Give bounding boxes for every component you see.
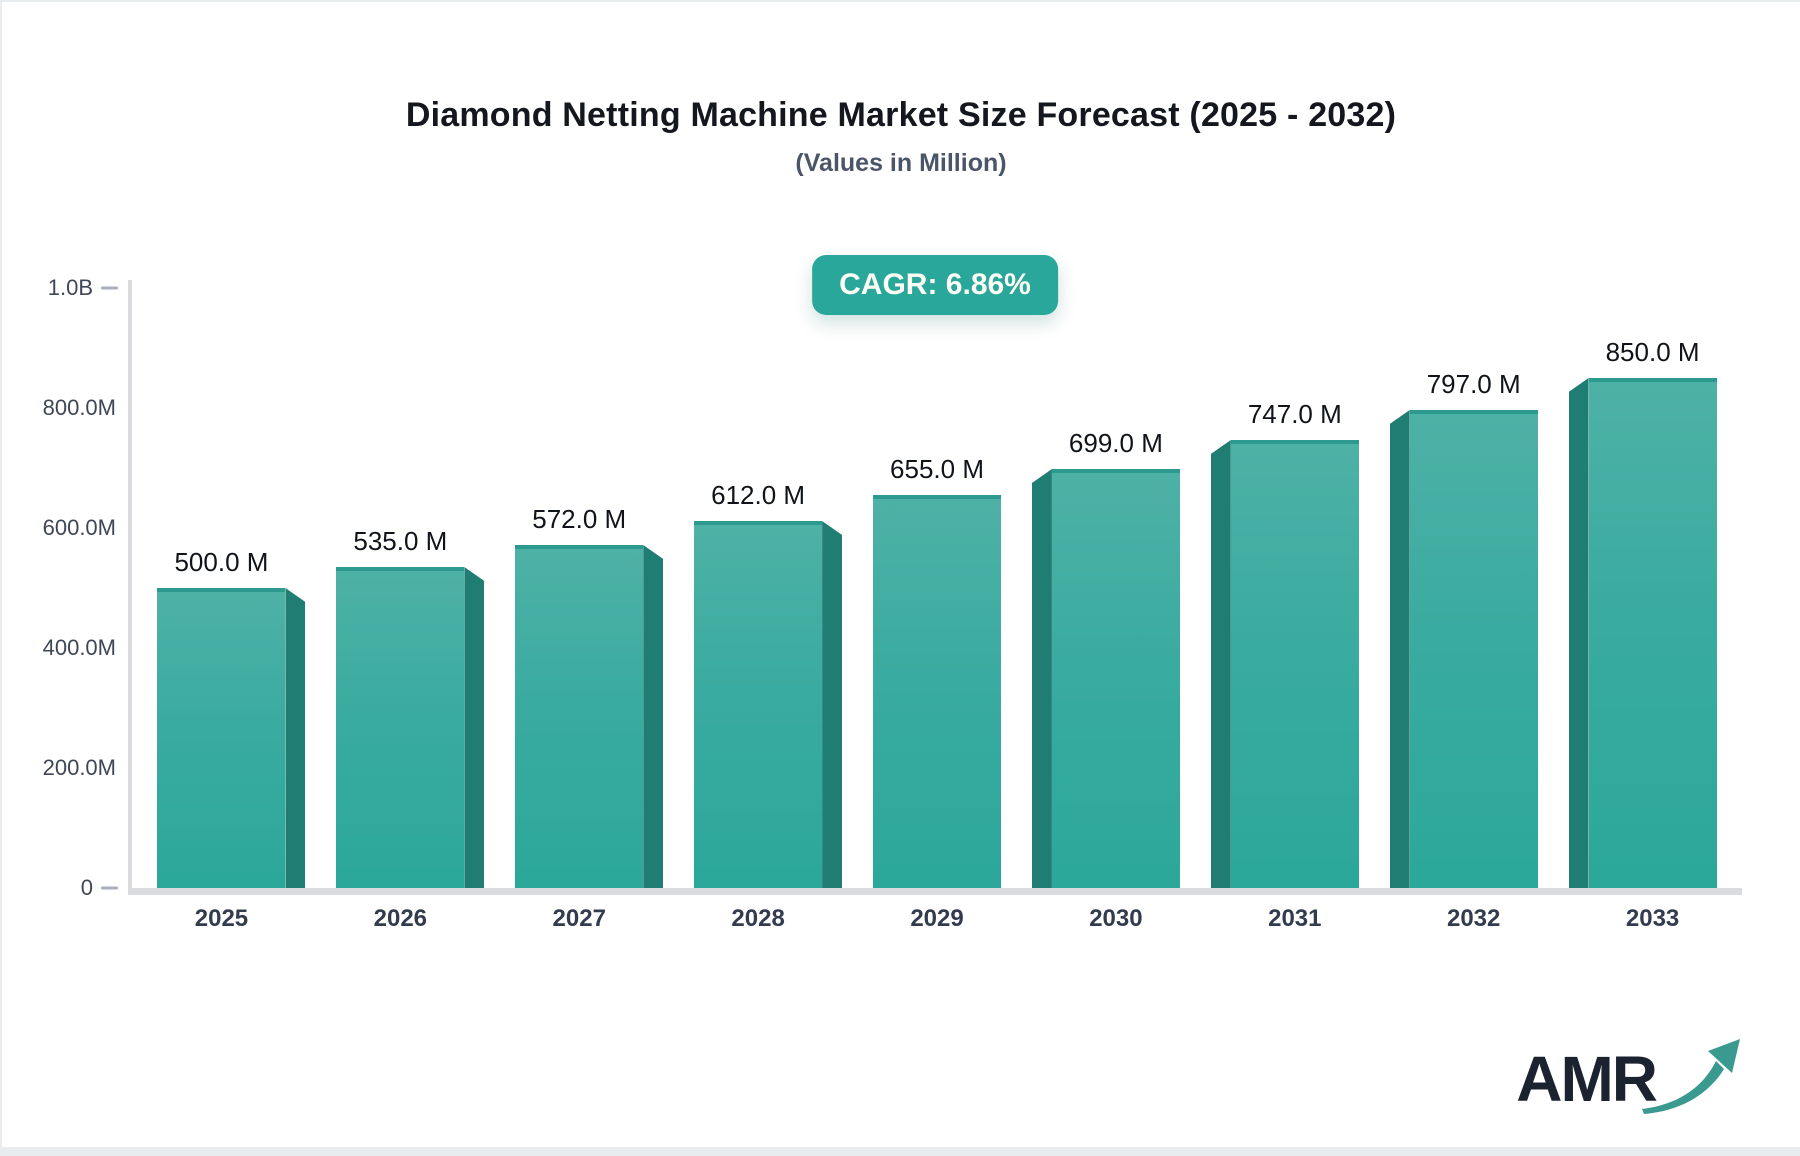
value-label-2029: 655.0 M (890, 454, 984, 484)
bar-side-panel (822, 521, 843, 888)
amr-logo-text: AMR (1516, 1043, 1658, 1115)
bar-slot-2030: 699.0 M 2030 (1026, 288, 1205, 932)
bar-2032[interactable] (1409, 410, 1538, 888)
page-title: Diamond Netting Machine Market Size Fore… (405, 96, 1397, 134)
bar-side-panel (285, 588, 306, 888)
x-tick-label-2026: 2026 (373, 905, 428, 932)
page-subtitle: (Values in Million) (795, 149, 1007, 177)
value-label-2032: 797.0 M (1426, 369, 1521, 399)
x-tick-label-2030: 2030 (1089, 905, 1143, 932)
bar-2026[interactable] (336, 567, 465, 888)
x-tick-label-2025: 2025 (194, 905, 249, 932)
bar-slot-2027: 572.0 M 2027 (490, 288, 669, 932)
bar-side-panel (643, 545, 664, 888)
value-label-2031: 747.0 M (1247, 399, 1342, 429)
x-tick-label-2027: 2027 (552, 905, 606, 932)
cagr-badge: CAGR: 6.86% (812, 255, 1058, 315)
bar-2027[interactable] (515, 545, 644, 888)
bar-slot-2026: 535.0 M 2026 (311, 288, 490, 932)
y-tick-dash (101, 886, 118, 890)
x-axis-line (128, 888, 1742, 895)
bar-slot-2028: 612.0 M 2028 (669, 288, 848, 932)
y-tick-label-200.0M: 200.0M (42, 755, 116, 780)
bar-slot-2033: 850.0 M 2033 (1563, 288, 1742, 932)
value-label-2025: 500.0 M (174, 547, 269, 577)
y-axis-line (128, 280, 132, 890)
bar-slot-2025: 500.0 M 2025 (132, 288, 311, 932)
bar-2033[interactable] (1588, 378, 1717, 888)
y-tick-label-800.0M: 800.0M (42, 395, 116, 420)
y-tick-label-0: 0 (80, 875, 93, 900)
bar-2028[interactable] (694, 521, 823, 888)
value-label-2026: 535.0 M (353, 526, 448, 556)
value-label-2028: 612.0 M (711, 480, 806, 510)
bar-slot-2032: 797.0 M 2032 (1384, 288, 1563, 932)
value-label-2027: 572.0 M (532, 504, 627, 534)
bar-2025[interactable] (157, 588, 286, 888)
growth-arrow-icon (1642, 1039, 1740, 1114)
value-label-2033: 850.0 M (1605, 337, 1700, 367)
y-tick-label-1.0B: 1.0B (47, 275, 93, 300)
bar-chart: 500.0 M 2025 535.0 M 2026 572.0 M 2027 612.0 M… (43, 275, 1742, 932)
x-tick-label-2031: 2031 (1268, 905, 1322, 932)
x-tick-label-2032: 2032 (1446, 905, 1501, 932)
bar-side-panel (1031, 469, 1052, 888)
bar-side-panel (1210, 440, 1231, 888)
bar-side-panel (464, 567, 485, 888)
bar-2030[interactable] (1051, 469, 1180, 888)
y-tick-dash (101, 286, 118, 290)
bar-side-panel (1389, 410, 1410, 888)
bar-side-panel (1568, 378, 1589, 888)
x-tick-label-2028: 2028 (731, 905, 785, 932)
x-tick-label-2029: 2029 (910, 905, 964, 932)
bar-slots: 500.0 M 2025 535.0 M 2026 572.0 M 2027 612.0 M… (132, 288, 1742, 932)
value-label-2030: 699.0 M (1068, 428, 1163, 458)
bar-slot-2031: 747.0 M 2031 (1205, 288, 1384, 932)
bar-2029[interactable] (873, 495, 1001, 888)
bar-slot-2029: 655.0 M 2029 (848, 288, 1027, 932)
y-tick-label-400.0M: 400.0M (42, 635, 116, 660)
bar-2031[interactable] (1230, 440, 1359, 888)
x-tick-label-2033: 2033 (1625, 905, 1680, 932)
amr-logo: AMR (1516, 1039, 1744, 1117)
y-tick-label-600.0M: 600.0M (42, 515, 116, 540)
